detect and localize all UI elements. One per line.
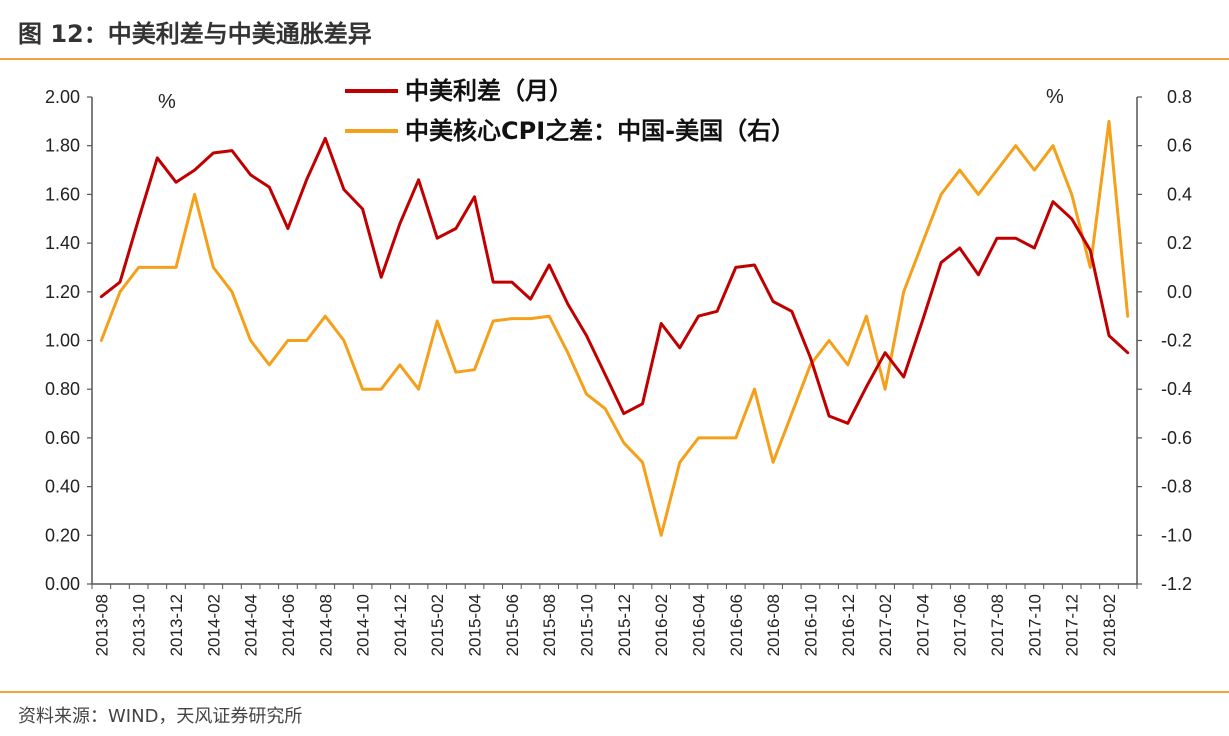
right-tick-label: 0.2 [1167, 233, 1192, 253]
x-tick-label: 2017-12 [1063, 594, 1082, 656]
title-rule [0, 58, 1229, 60]
left-tick-label: 0.60 [45, 428, 80, 448]
right-tick-label: -0.2 [1161, 331, 1192, 351]
right-unit-label: % [1046, 86, 1064, 108]
x-tick-label: 2015-02 [428, 594, 447, 656]
x-tick-label: 2016-06 [727, 594, 746, 656]
left-tick-label: 1.00 [45, 331, 80, 351]
chart-series [99, 119, 1130, 537]
x-tick-label: 2014-08 [316, 594, 335, 656]
x-tick-label: 2013-12 [167, 594, 186, 656]
x-tick-label: 2016-02 [652, 594, 671, 656]
x-tick-label: 2014-06 [279, 594, 298, 656]
left-tick-label: 1.60 [45, 184, 80, 204]
legend-label-cpi: 中美核心CPI之差：中国-美国（右） [405, 117, 795, 145]
left-tick-label: 2.00 [45, 87, 80, 107]
x-tick-label: 2014-04 [242, 594, 261, 656]
left-tick-label: 1.40 [45, 233, 80, 253]
right-tick-label: 0.0 [1167, 282, 1192, 302]
x-tick-label: 2018-02 [1100, 594, 1119, 656]
x-tick-label: 2015-10 [578, 594, 597, 656]
left-tick-label: 0.40 [45, 477, 80, 497]
x-tick-label: 2016-08 [764, 594, 783, 656]
x-tick-label: 2014-10 [354, 594, 373, 656]
x-tick-label: 2015-08 [540, 594, 559, 656]
x-tick-label: 2016-10 [801, 594, 820, 656]
left-tick-label: 0.80 [45, 379, 80, 399]
x-tick-label: 2015-04 [466, 594, 485, 656]
left-tick-label: 0.20 [45, 525, 80, 545]
x-tick-label: 2015-12 [615, 594, 634, 656]
source-rule [0, 691, 1229, 693]
x-tick-label: 2016-04 [689, 594, 708, 656]
left-tick-label: 1.80 [45, 136, 80, 156]
x-tick-label: 2017-10 [1025, 594, 1044, 656]
x-tick-label: 2016-12 [839, 594, 858, 656]
right-tick-label: 0.8 [1167, 87, 1192, 107]
legend-label-spread: 中美利差（月） [405, 77, 573, 105]
series-line-cpi [99, 119, 1130, 537]
left-tick-label: 1.20 [45, 282, 80, 302]
x-tick-label: 2017-04 [913, 594, 932, 656]
right-tick-label: 0.6 [1167, 136, 1192, 156]
x-tick-label: 2013-10 [130, 594, 149, 656]
x-tick-label: 2017-06 [951, 594, 970, 656]
chart-legend: 中美利差（月） 中美核心CPI之差：中国-美国（右） [345, 77, 795, 145]
left-tick-label: 0.00 [45, 574, 80, 594]
x-tick-label: 2013-08 [92, 594, 111, 656]
chart-axes: 0.00 0.20 0.40 0.60 0.80 1.00 1.20 1.40 1.60 1.80… [45, 87, 1192, 656]
source-note: 资料来源：WIND，天风证券研究所 [18, 706, 303, 727]
x-tick-label: 2017-02 [876, 594, 895, 656]
figure-title: 图 12：中美利差与中美通胀差异 [18, 20, 372, 48]
series-line-spread [99, 136, 1130, 425]
x-tick-label: 2015-06 [503, 594, 522, 656]
left-unit-label: % [158, 91, 176, 113]
right-tick-label: -0.8 [1161, 477, 1192, 497]
x-tick-label: 2014-12 [391, 594, 410, 656]
x-tick-label: 2014-02 [204, 594, 223, 656]
right-tick-label: -1.2 [1161, 574, 1192, 594]
right-tick-label: 0.4 [1167, 184, 1192, 204]
line-chart: 0.00 0.20 0.40 0.60 0.80 1.00 1.20 1.40 1.60 1.80… [45, 77, 1192, 656]
x-tick-label: 2017-08 [988, 594, 1007, 656]
right-tick-label: -0.6 [1161, 428, 1192, 448]
right-tick-label: -0.4 [1161, 379, 1192, 399]
right-tick-label: -1.0 [1161, 525, 1192, 545]
